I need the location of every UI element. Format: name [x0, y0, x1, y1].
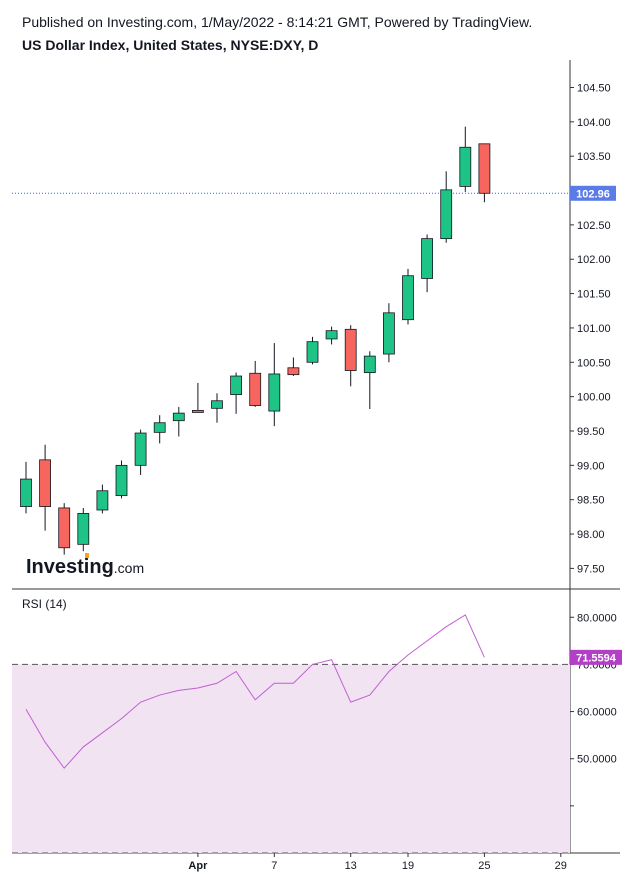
last-price-badge [570, 185, 616, 201]
price-tick-label: 100.50 [577, 357, 611, 369]
candle [440, 171, 453, 243]
candle [344, 325, 357, 387]
price-tick-label: 104.50 [577, 82, 611, 94]
candle-body-up [382, 312, 395, 355]
price-tick-label: 104.00 [577, 117, 611, 129]
last-price-label: 102.96 [576, 188, 610, 200]
candle [459, 126, 472, 192]
candle [287, 357, 300, 377]
price-tick-label: 102.00 [577, 254, 611, 266]
candlestick-series [20, 126, 491, 555]
candle-body-down [39, 459, 51, 507]
price-tick-label: 101.50 [577, 289, 611, 301]
candle-body-down [58, 507, 71, 549]
price-tick-label: 97.50 [577, 563, 605, 575]
investing-logo: Investing.com [26, 553, 144, 578]
candle-body-up [363, 355, 376, 373]
candle-body-up [459, 146, 472, 187]
candle [230, 372, 243, 414]
rsi-tick-label: 60.0000 [577, 707, 617, 719]
price-tick-label: 99.50 [577, 426, 605, 438]
price-tick-label: 101.00 [577, 323, 611, 335]
candle-body-up [325, 330, 338, 340]
candle-body-up [115, 464, 128, 496]
time-tick-label: 29 [555, 860, 567, 872]
price-tick-label: 98.00 [577, 529, 605, 541]
time-tick-label: 13 [345, 860, 357, 872]
candle-body-up [306, 341, 319, 363]
time-axis: Apr7131925295 [188, 853, 567, 872]
candle-body-up [134, 432, 147, 466]
published-caption: Published on Investing.com, 1/May/2022 -… [22, 14, 533, 30]
candle [77, 507, 90, 552]
candle-body-up [268, 373, 281, 412]
candle-body-down [344, 328, 357, 371]
candle-body-down [478, 143, 491, 194]
candle [96, 484, 109, 514]
price-tick-label: 102.50 [577, 220, 611, 232]
rsi-pane-title: RSI (14) [22, 597, 67, 611]
candle-body-up [153, 422, 166, 433]
candle [363, 351, 376, 410]
time-tick-label: 7 [271, 860, 277, 872]
candle-body-down [249, 372, 262, 406]
rsi-overbought-oversold-band [12, 664, 570, 853]
candle-body-up [440, 189, 453, 240]
candle [115, 460, 128, 499]
svg-text:Investing.com: Investing.com [26, 556, 144, 578]
candle [402, 268, 414, 325]
candle-body-down [191, 409, 204, 413]
candle [172, 406, 185, 437]
logo-accent [85, 553, 89, 558]
candle [134, 429, 147, 475]
candle-body-down [287, 367, 300, 376]
candle [382, 303, 395, 363]
candle [211, 393, 223, 423]
candle-body-up [20, 478, 32, 507]
logo-brand: Investing [26, 556, 114, 578]
candle-body-up [230, 375, 243, 395]
candle [478, 143, 491, 203]
candle [268, 343, 281, 427]
candle-body-up [402, 275, 414, 321]
price-tick-label: 100.00 [577, 392, 611, 404]
time-tick-label: Apr [188, 860, 208, 872]
rsi-value-badge [570, 649, 622, 665]
candle [325, 326, 338, 345]
rsi-value-label: 71.5594 [576, 652, 617, 664]
price-axis: 104.50104.00103.50103.00102.50102.00101.… [570, 82, 611, 575]
candle-body-up [211, 400, 223, 409]
candle-body-up [96, 490, 109, 511]
candle [306, 336, 319, 365]
candle-body-up [421, 238, 434, 279]
time-tick-label: 25 [478, 860, 490, 872]
candle [39, 444, 51, 531]
price-tick-label: 103.50 [577, 151, 611, 163]
price-tick-label: 99.00 [577, 460, 605, 472]
chart-title: US Dollar Index, United States, NYSE:DXY… [22, 37, 319, 53]
rsi-line [25, 614, 485, 769]
candle-body-up [77, 513, 90, 545]
candle [20, 461, 32, 514]
candle-body-up [172, 412, 185, 422]
candle [421, 234, 434, 293]
rsi-tick-label: 80.0000 [577, 612, 617, 624]
logo-suffix: .com [114, 560, 144, 576]
price-tick-label: 98.50 [577, 495, 605, 507]
candle [191, 382, 204, 413]
candle [153, 415, 166, 444]
candle [249, 360, 262, 407]
candle [58, 503, 71, 555]
rsi-tick-label: 50.0000 [577, 754, 617, 766]
time-tick-label: 19 [402, 860, 414, 872]
